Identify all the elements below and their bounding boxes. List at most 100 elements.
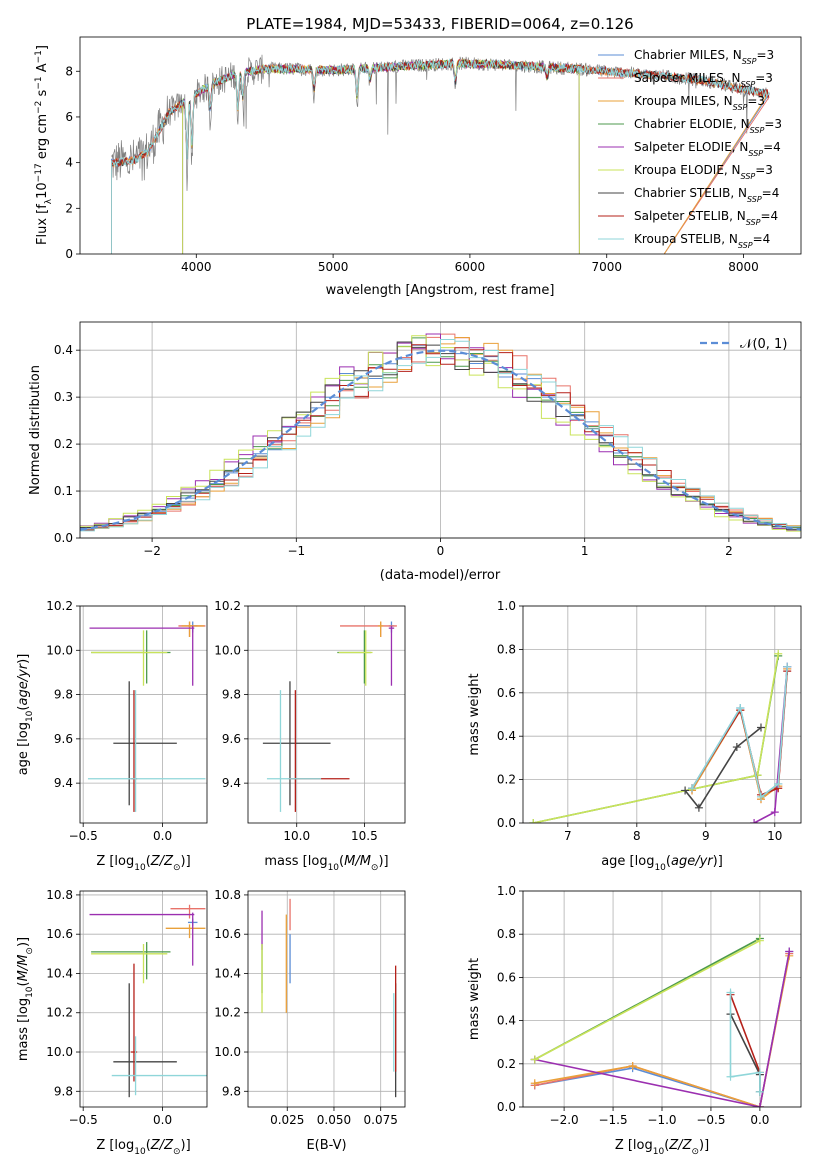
legend-sub: SSP bbox=[733, 103, 748, 112]
weight-point-kroupa-elodie bbox=[755, 936, 764, 945]
plot-area bbox=[530, 934, 794, 1107]
x-tick-label: 10 bbox=[767, 829, 782, 843]
y-axis-label: mass weight bbox=[467, 958, 482, 1040]
weight-point-kroupa-miles bbox=[628, 1061, 637, 1070]
legend-model: Kroupa MILES, N bbox=[634, 94, 733, 108]
label-part: M/M bbox=[16, 955, 31, 982]
y-tick-label: 10.8 bbox=[214, 888, 241, 902]
x-axis-label: age [log10(age/yr)] bbox=[601, 854, 723, 873]
y-tick-label: 9.8 bbox=[54, 688, 73, 702]
figure-title: PLATE=1984, MJD=53433, FIBERID=0064, z=0… bbox=[246, 15, 633, 33]
weight-line-kroupa-elodie bbox=[534, 939, 761, 1061]
y-tick-label: 0.8 bbox=[497, 642, 516, 656]
legend-label-salpeter-stelib: Salpeter STELIB, NSSP=4 bbox=[634, 209, 778, 227]
legend-nssp: =3 bbox=[755, 163, 773, 177]
y-tick-label: 10.0 bbox=[46, 1045, 73, 1059]
y-tick-label: 10.0 bbox=[214, 643, 241, 657]
model-line-salpeter-stelib bbox=[111, 58, 770, 254]
histogram-salpeter-stelib bbox=[80, 344, 801, 531]
x-tick-label: 7000 bbox=[591, 260, 622, 274]
x-axis-label: Z [log10(Z/Z⊙)] bbox=[615, 1138, 709, 1157]
weight-line-chabrier-stelib bbox=[729, 1013, 761, 1092]
weight-point-salpeter-elodie bbox=[755, 1103, 764, 1107]
legend-label-chabrier-elodie: Chabrier ELODIE, NSSP=3 bbox=[634, 117, 782, 135]
legend-sub: SSP bbox=[741, 80, 756, 89]
axes-frame bbox=[79, 890, 208, 1108]
z-mass-panel: −0.5 0.09.810.010.210.410.610.8Z [log10(Z… bbox=[16, 888, 208, 1157]
x-axis-label: Z [log10(Z/Z⊙)] bbox=[96, 1138, 190, 1157]
label-part: 10 bbox=[654, 863, 666, 873]
label-part: age/yr bbox=[16, 662, 31, 705]
label-part: age/yr bbox=[671, 854, 714, 869]
y-tick-label: 9.8 bbox=[222, 1084, 241, 1098]
legend-model: Chabrier STELIB, N bbox=[634, 186, 747, 200]
spectrum-panel: 4000 5000 6000 7000 8000 0 2 4 6 8 Chabrier MILES,… bbox=[34, 36, 802, 298]
label-part: age [log bbox=[601, 854, 654, 869]
label-part: )] bbox=[713, 854, 723, 869]
y-tick-label: 10.4 bbox=[46, 966, 73, 980]
x-tick-label: 0.0 bbox=[153, 829, 172, 843]
y-axis-label: age [log10(age/yr)] bbox=[16, 654, 35, 776]
y-tick-label: 1.0 bbox=[497, 884, 516, 898]
label-part: age [log bbox=[16, 722, 31, 775]
x-tick-label: 0 bbox=[437, 544, 445, 558]
y-tick-label: 9.8 bbox=[54, 1084, 73, 1098]
y-tick-label: 8 bbox=[65, 64, 73, 78]
weight-line-chabrier-elodie bbox=[533, 655, 779, 823]
model-line-kroupa-stelib bbox=[111, 58, 770, 254]
label-part: ⊙ bbox=[25, 947, 35, 955]
label-part: )] bbox=[378, 854, 388, 869]
model-line-chabrier-miles bbox=[111, 59, 770, 254]
ebv-mass-panel: 0.025 0.050 0.075 9.8 10.0 10.2 10.4 10.6 10.8 E(… bbox=[214, 888, 406, 1153]
label-part: ( bbox=[16, 706, 31, 711]
model-line-salpeter-miles bbox=[111, 58, 770, 254]
weight-point-kroupa-elodie bbox=[774, 649, 783, 658]
weight-point-salpeter-elodie bbox=[785, 947, 794, 956]
x-axis-label: wavelength [Angstrom, rest frame] bbox=[326, 283, 555, 298]
weight-line-salpeter-elodie bbox=[534, 951, 791, 1107]
label-part: ( bbox=[146, 854, 151, 869]
weight-point-kroupa-miles bbox=[530, 1079, 539, 1088]
label-part: Z [log bbox=[96, 1138, 134, 1153]
weight-point-kroupa-stelib bbox=[736, 703, 745, 712]
label-part: Flux [f bbox=[35, 204, 50, 245]
x-tick-label: 4000 bbox=[181, 260, 212, 274]
y-axis-label: mass weight bbox=[467, 673, 482, 755]
weight-line-kroupa-elodie bbox=[533, 653, 779, 823]
weight-point-chabrier-stelib bbox=[694, 803, 703, 812]
histogram-kroupa-stelib bbox=[80, 339, 801, 532]
x-tick-label: 6000 bbox=[455, 260, 486, 274]
label-part: ⊙ bbox=[173, 1147, 181, 1157]
weight-point-kroupa-elodie bbox=[530, 1055, 539, 1064]
label-part: Z/Z bbox=[150, 854, 174, 869]
weight-point-salpeter-elodie bbox=[750, 819, 759, 823]
weight-point-kroupa-stelib bbox=[756, 792, 765, 801]
label-part: Z [log bbox=[615, 1138, 653, 1153]
weight-line-salpeter-stelib bbox=[729, 994, 761, 1073]
x-tick-label: 5000 bbox=[318, 260, 349, 274]
legend-sub: SSP bbox=[750, 126, 765, 135]
y-tick-label: 10.6 bbox=[46, 927, 73, 941]
x-tick-label: 10.5 bbox=[351, 829, 378, 843]
y-tick-label: 10.2 bbox=[214, 1006, 241, 1020]
y-tick-label: 10.6 bbox=[214, 927, 241, 941]
label-part: erg cm bbox=[35, 114, 50, 163]
label-part: −2 bbox=[34, 101, 44, 114]
axes-frame bbox=[79, 321, 802, 539]
x-tick-label: 7 bbox=[564, 829, 572, 843]
legend-nssp: =3 bbox=[747, 94, 765, 108]
axes-frame bbox=[79, 605, 208, 824]
y-tick-label: 4 bbox=[65, 156, 73, 170]
y-axis-label: Flux [fλ10−17 erg cm−2 s−1 A−1] bbox=[34, 45, 54, 245]
legend-label-kroupa-stelib: Kroupa STELIB, NSSP=4 bbox=[634, 232, 770, 250]
x-tick-label: −2 bbox=[143, 544, 161, 558]
y-tick-label: 9.6 bbox=[222, 732, 241, 746]
axes-frame bbox=[247, 890, 406, 1108]
legend-model: Salpeter MILES, N bbox=[634, 71, 741, 85]
label-part: ⊙ bbox=[173, 863, 181, 873]
x-axis-label: mass [log10(M/M⊙)] bbox=[264, 854, 388, 873]
label-part: )] bbox=[181, 1138, 191, 1153]
